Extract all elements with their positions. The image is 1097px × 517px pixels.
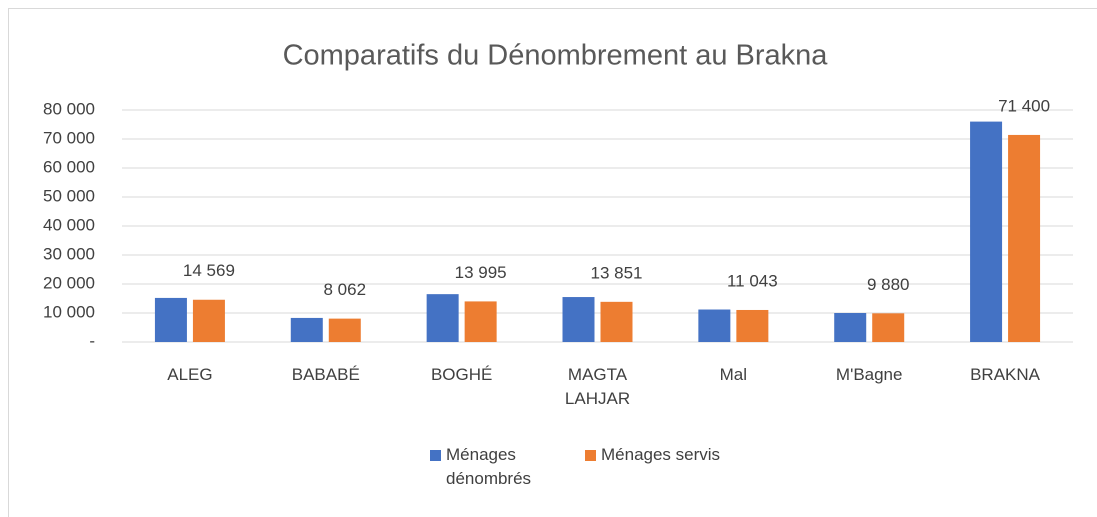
y-tick-label: 80 000: [43, 99, 95, 118]
bar: [562, 297, 595, 342]
x-tick-label: Mal: [719, 365, 748, 384]
bar: [464, 301, 497, 342]
bar: [290, 317, 323, 342]
data-label: 71 400: [998, 96, 1050, 115]
x-tick-label: ALEG: [167, 365, 213, 384]
data-label: 11 043: [727, 271, 778, 290]
legend-label: Ménages servis: [601, 445, 721, 464]
y-tick-label: 40 000: [43, 215, 95, 234]
chart-border: [8, 8, 1097, 517]
y-tick-label: 20 000: [43, 273, 95, 292]
data-label: 13 851: [591, 263, 643, 282]
y-tick-label: 30 000: [43, 244, 95, 263]
bar: [736, 309, 769, 342]
bar: [426, 294, 459, 342]
bar: [698, 309, 731, 342]
data-label: 13 995: [455, 263, 507, 282]
bar: [328, 318, 361, 342]
chart-title: Comparatifs du Dénombrement au Brakna: [283, 40, 829, 72]
x-tick-label: BABABÉ: [291, 365, 360, 384]
bar: [872, 313, 905, 342]
y-tick-label: 10 000: [43, 302, 95, 321]
x-tick-label: BRAKNA: [970, 365, 1041, 384]
y-tick-label: 60 000: [43, 157, 95, 176]
bar: [154, 297, 187, 342]
bar: [600, 301, 633, 342]
bar: [970, 121, 1003, 342]
x-tick-label: MAGTA LAHJAR: [564, 365, 631, 408]
y-tick-label: -: [89, 331, 95, 350]
legend-label: Ménages dénombrés: [446, 445, 532, 488]
bar: [192, 299, 225, 342]
y-tick-label: 70 000: [43, 128, 95, 147]
x-tick-label: M'Bagne: [835, 365, 903, 384]
data-label: 14 569: [183, 261, 235, 280]
legend-swatch: [585, 450, 596, 461]
y-tick-label: 50 000: [43, 186, 95, 205]
bar: [1008, 134, 1041, 342]
legend-swatch: [430, 450, 441, 461]
data-label: 8 062: [324, 280, 367, 299]
x-tick-label: BOGHÉ: [430, 365, 493, 384]
data-label: 9 880: [867, 275, 910, 294]
bar: [834, 313, 867, 342]
